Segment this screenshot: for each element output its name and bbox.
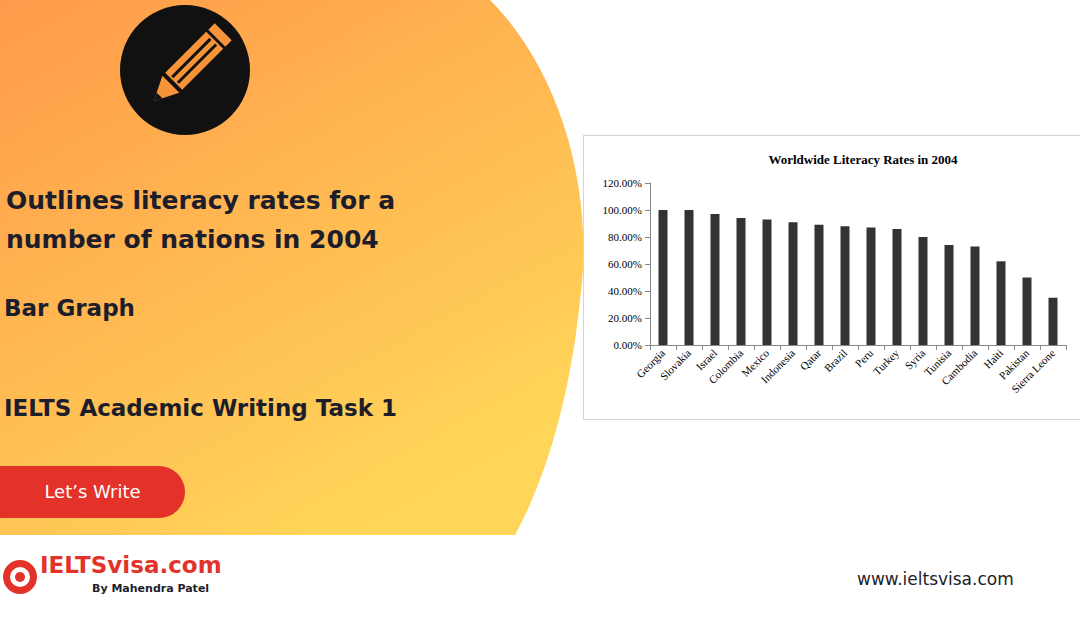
- svg-text:Pakistan: Pakistan: [996, 346, 1032, 382]
- html-text:IELTSvisa.com: IELTSvisa.com: [40, 552, 222, 578]
- html-text:Let’s Write: Let’s Write: [44, 481, 141, 502]
- svg-text:80.00%: 80.00%: [608, 231, 642, 243]
- svg-text:120.00%: 120.00%: [603, 177, 642, 189]
- svg-text:Indonesia: Indonesia: [759, 347, 798, 386]
- html-text:By Mahendra Patel: By Mahendra Patel: [92, 582, 210, 595]
- svg-text:Peru: Peru: [852, 346, 876, 370]
- svg-text:60.00%: 60.00%: [608, 258, 642, 270]
- svg-text:0.00%: 0.00%: [614, 339, 642, 351]
- html-text:Bar Graph: Bar Graph: [4, 295, 135, 321]
- svg-text:Georgia: Georgia: [633, 346, 668, 381]
- html-text:www.ieltsvisa.com: www.ieltsvisa.com: [857, 569, 1014, 589]
- html-text:IELTS Academic Writing Task 1: IELTS Academic Writing Task 1: [4, 395, 397, 421]
- svg-text:Colombia: Colombia: [706, 347, 745, 386]
- svg-text:Qatar: Qatar: [797, 347, 823, 373]
- svg-text:Israel: Israel: [693, 346, 720, 373]
- svg-text:20.00%: 20.00%: [608, 312, 642, 324]
- svg-text:Syria: Syria: [902, 346, 928, 372]
- svg-text:40.00%: 40.00%: [608, 285, 642, 297]
- svg-text:Brazil: Brazil: [822, 347, 849, 374]
- svg-text:Slovakia: Slovakia: [658, 347, 694, 383]
- html-text:Outlines literacy rates for a: Outlines literacy rates for a: [6, 186, 396, 215]
- svg-text:Sierra Leone: Sierra Leone: [1009, 347, 1057, 395]
- svg-text:Haiti: Haiti: [981, 346, 1006, 371]
- svg-text:Mexico: Mexico: [739, 346, 772, 379]
- svg-text:Turkey: Turkey: [871, 346, 902, 377]
- html-text:number of nations in 2004: number of nations in 2004: [6, 225, 379, 254]
- svg-text:Cambodia: Cambodia: [939, 347, 979, 387]
- svg-text:Worldwide Literacy Rates in 20: Worldwide Literacy Rates in 2004: [768, 152, 958, 167]
- svg-text:100.00%: 100.00%: [603, 204, 642, 216]
- svg-text:Tunisia: Tunisia: [921, 346, 954, 379]
